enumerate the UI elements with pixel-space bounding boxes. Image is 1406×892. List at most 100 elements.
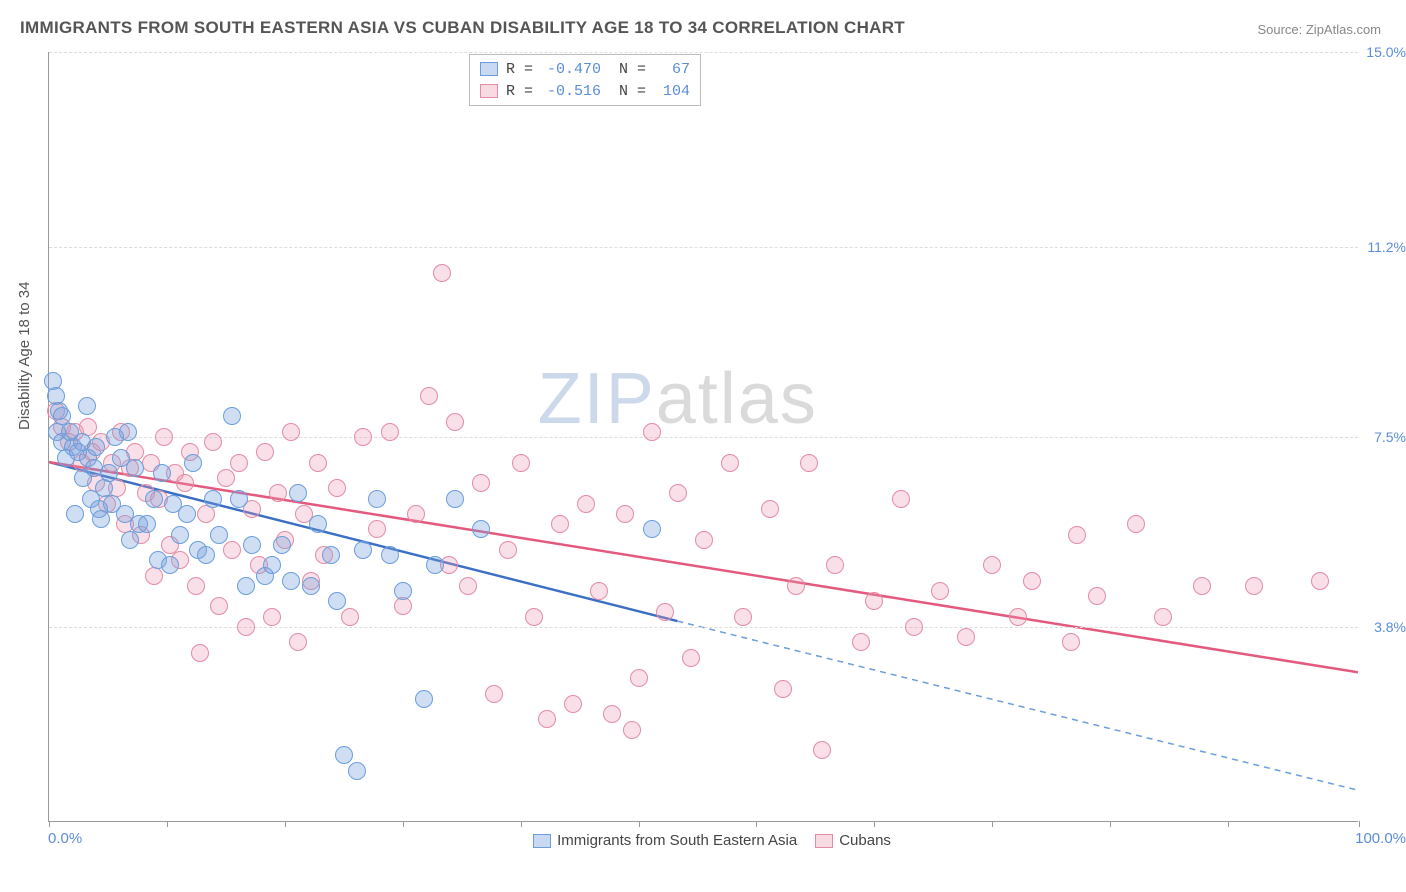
data-point (538, 710, 556, 728)
data-point (178, 505, 196, 523)
n-value: 67 (654, 61, 690, 78)
data-point (230, 454, 248, 472)
data-point (420, 387, 438, 405)
data-point (187, 577, 205, 595)
data-point (155, 428, 173, 446)
data-point (865, 592, 883, 610)
data-point (145, 490, 163, 508)
data-point (1068, 526, 1086, 544)
data-point (263, 608, 281, 626)
x-tick (756, 821, 757, 827)
data-point (721, 454, 739, 472)
data-point (197, 505, 215, 523)
data-point (761, 500, 779, 518)
data-point (302, 577, 320, 595)
data-point (433, 264, 451, 282)
n-label: N = (619, 83, 646, 100)
data-point (381, 423, 399, 441)
data-point (126, 459, 144, 477)
data-point (1193, 577, 1211, 595)
x-tick (992, 821, 993, 827)
r-label: R = (506, 83, 533, 100)
correlation-row: R = -0.516 N = 104 (480, 80, 690, 102)
legend-swatch (533, 834, 551, 848)
data-point (381, 546, 399, 564)
watermark-atlas: atlas (656, 359, 818, 439)
x-tick (49, 821, 50, 827)
data-point (1154, 608, 1172, 626)
data-point (656, 603, 674, 621)
data-point (282, 423, 300, 441)
watermark: ZIPatlas (538, 358, 818, 440)
data-point (119, 423, 137, 441)
data-point (269, 484, 287, 502)
data-point (289, 484, 307, 502)
data-point (446, 490, 464, 508)
data-point (210, 597, 228, 615)
r-value: -0.516 (541, 83, 601, 100)
data-point (1009, 608, 1027, 626)
legend-swatch (480, 62, 498, 76)
data-point (813, 741, 831, 759)
data-point (309, 454, 327, 472)
data-point (348, 762, 366, 780)
data-point (100, 464, 118, 482)
data-point (905, 618, 923, 636)
data-point (223, 407, 241, 425)
x-tick (403, 821, 404, 827)
data-point (472, 520, 490, 538)
n-value: 104 (654, 83, 690, 100)
data-point (459, 577, 477, 595)
data-point (328, 479, 346, 497)
legend-swatch (815, 834, 833, 848)
data-point (354, 541, 372, 559)
legend-label: Immigrants from South Eastern Asia (557, 832, 797, 849)
data-point (1062, 633, 1080, 651)
data-point (551, 515, 569, 533)
data-point (1088, 587, 1106, 605)
data-point (368, 520, 386, 538)
data-point (616, 505, 634, 523)
data-point (394, 582, 412, 600)
data-point (263, 556, 281, 574)
legend-label: Cubans (839, 832, 891, 849)
data-point (682, 649, 700, 667)
source-attribution: Source: ZipAtlas.com (1257, 22, 1381, 37)
data-point (852, 633, 870, 651)
data-point (87, 438, 105, 456)
data-point (121, 531, 139, 549)
correlation-row: R =-0.470N =67 (480, 58, 690, 80)
data-point (223, 541, 241, 559)
series-legend: Immigrants from South Eastern Asia Cubans (0, 832, 1406, 849)
data-point (92, 510, 110, 528)
x-tick (1110, 821, 1111, 827)
data-point (892, 490, 910, 508)
y-tick-label: 3.8% (1362, 619, 1406, 635)
data-point (161, 556, 179, 574)
data-point (368, 490, 386, 508)
data-point (394, 597, 412, 615)
gridline (49, 247, 1358, 248)
y-axis-label: Disability Age 18 to 34 (16, 282, 33, 430)
data-point (800, 454, 818, 472)
data-point (774, 680, 792, 698)
data-point (289, 633, 307, 651)
data-point (256, 443, 274, 461)
data-point (695, 531, 713, 549)
data-point (603, 705, 621, 723)
data-point (826, 556, 844, 574)
data-point (415, 690, 433, 708)
x-tick (874, 821, 875, 827)
x-tick (1228, 821, 1229, 827)
plot-area: ZIPatlas R =-0.470N =67R =-0.516N =104 3… (48, 52, 1358, 822)
gridline (49, 437, 1358, 438)
correlation-legend: R =-0.470N =67 R = -0.516 N = 104 (469, 54, 701, 106)
data-point (243, 536, 261, 554)
data-point (1127, 515, 1145, 533)
watermark-zip: ZIP (538, 359, 656, 439)
x-tick (285, 821, 286, 827)
data-point (957, 628, 975, 646)
data-point (485, 685, 503, 703)
data-point (643, 520, 661, 538)
x-tick (521, 821, 522, 827)
